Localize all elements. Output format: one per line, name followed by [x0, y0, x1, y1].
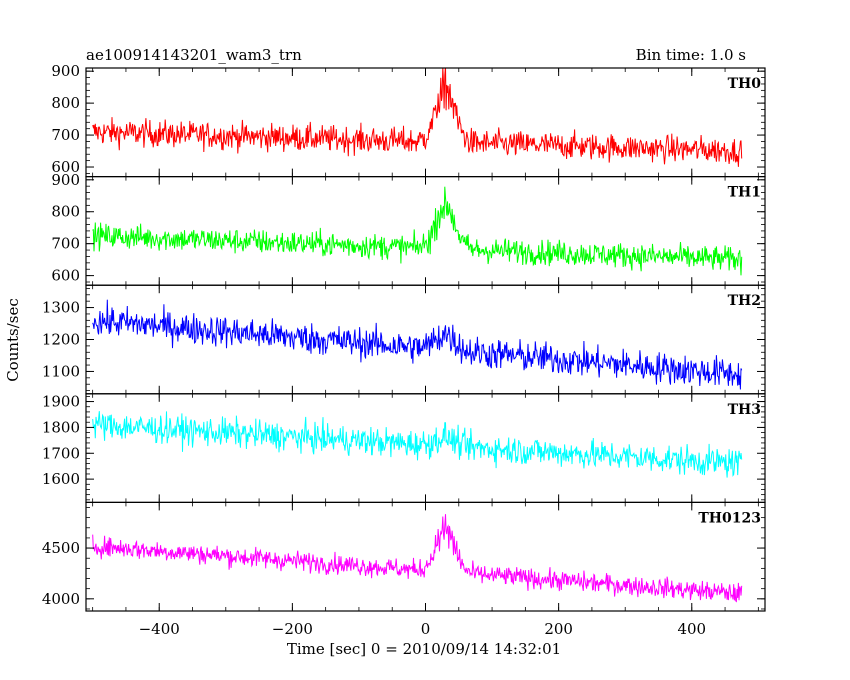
y-tick-label: 1200 — [42, 331, 80, 349]
x-axis: −400 −200 0 200 400 — [139, 620, 706, 638]
x-tick-label: −200 — [272, 620, 313, 638]
x-axis-title: Time [sec] 0 = 2010/09/14 14:32:01 — [287, 640, 561, 658]
y-tick-label: 1100 — [42, 362, 80, 380]
y-axis-title: Counts/sec — [4, 298, 22, 382]
y-tick-label: 1600 — [42, 470, 80, 488]
panel-label-th0: TH0 — [728, 76, 762, 92]
bin-time-label: Bin time: 1.0 s — [636, 46, 746, 64]
y-tick-label: 900 — [51, 62, 80, 80]
y-tick-label: 1300 — [42, 299, 80, 317]
y-tick-label: 4500 — [42, 539, 80, 557]
y-tick-label: 1800 — [42, 418, 80, 436]
panel-label-th0123: TH0123 — [698, 510, 761, 526]
panel-frame — [85, 67, 766, 178]
x-tick-label: 0 — [421, 620, 431, 638]
y-tick-label: 700 — [51, 235, 80, 253]
y-tick-label: 600 — [51, 267, 80, 285]
panel-group: 600 700 800 900 TH0 600 700 800 900 TH1 1100 1200 13… — [42, 62, 766, 612]
y-tick-label: 600 — [51, 158, 80, 176]
x-tick-label: 400 — [677, 620, 706, 638]
y-tick-label: 900 — [51, 171, 80, 189]
panel-label-th3: TH3 — [728, 402, 761, 418]
chart-title: ae100914143201_wam3_trn — [86, 46, 302, 64]
panel-th0: 600 700 800 900 TH0 — [51, 62, 766, 178]
series-line-th0123 — [92, 514, 743, 603]
y-tick-label: 800 — [51, 94, 80, 112]
y-tick-label: 800 — [51, 203, 80, 221]
panel-th3: 1600 1700 1800 1900 TH3 — [42, 393, 766, 503]
y-tick-label: 1900 — [42, 393, 80, 411]
panel-frame — [85, 176, 766, 286]
panel-th0123: 4000 4500 TH0123 — [42, 501, 766, 612]
x-tick-label: −400 — [139, 620, 180, 638]
y-tick-label: 700 — [51, 126, 80, 144]
series-line-th2 — [92, 299, 743, 390]
y-tick-label: 1700 — [42, 444, 80, 462]
panel-th2: 1100 1200 1300 TH2 — [42, 284, 766, 395]
series-line-th1 — [92, 186, 743, 276]
panel-label-th1: TH1 — [728, 185, 761, 201]
series-line-th3 — [92, 411, 743, 478]
panel-th1: 600 700 800 900 TH1 — [51, 171, 766, 286]
x-tick-label: 200 — [544, 620, 573, 638]
y-tick-label: 4000 — [42, 590, 80, 608]
series-line-th0 — [92, 68, 743, 167]
panel-label-th2: TH2 — [728, 293, 761, 309]
